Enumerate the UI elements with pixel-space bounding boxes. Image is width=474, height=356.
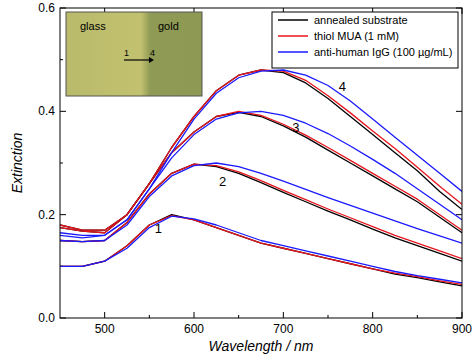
x-tick: [194, 312, 195, 318]
x-tick-label: 700: [273, 322, 293, 336]
y-tick-label: 0.0: [38, 311, 55, 325]
chart: 500 600 700 800 900 0.0 0.2 0.4 0.6 1 2 3 4 Wavelengt…: [0, 0, 474, 356]
inset-label: 4: [150, 48, 155, 58]
curve-label: 2: [219, 174, 226, 189]
y-tick-label: 0.4: [38, 104, 55, 118]
inset-arrow: [124, 59, 152, 60]
legend-label: annealed substrate: [314, 14, 408, 26]
y-tick-right: [456, 214, 462, 215]
curve-label: 4: [339, 79, 346, 94]
inset-arrowhead: [149, 57, 154, 63]
spectrum-line: [60, 111, 462, 232]
curves: [60, 70, 462, 286]
curve-label: 3: [292, 120, 299, 135]
spectrum-line: [60, 112, 462, 232]
inset-label: gold: [158, 20, 179, 32]
y-tick: [60, 214, 66, 215]
y-tick-label: 0.2: [38, 208, 55, 222]
legend-box: [272, 12, 458, 68]
legend-label: anti-human IgG (100 µg/mL): [314, 46, 452, 58]
inset-label: glass: [80, 20, 106, 32]
x-tick: [104, 312, 105, 318]
y-tick-label: 0.6: [38, 1, 55, 15]
spectrum-line: [60, 163, 462, 243]
x-tick: [283, 312, 284, 318]
inset-label: 1: [124, 48, 129, 58]
legend-swatch: [278, 51, 308, 53]
spectrum-line: [60, 216, 462, 283]
x-tick-label: 600: [184, 322, 204, 336]
chart-container: 500 600 700 800 900 0.0 0.2 0.4 0.6 1 2 3 4 Wavelengt…: [0, 0, 474, 356]
spectrum-line: [60, 111, 462, 235]
x-tick-label: 900: [452, 322, 472, 336]
x-axis-label: Wavelength / nm: [209, 338, 314, 354]
inset-image: [66, 12, 202, 96]
y-axis-label: Extinction: [9, 132, 25, 193]
legend-label: thiol MUA (1 mM): [314, 30, 399, 42]
legend-swatch: [278, 19, 308, 21]
y-tick-right: [456, 111, 462, 112]
legend-swatch: [278, 35, 308, 37]
x-tick: [372, 312, 373, 318]
spectrum-line: [60, 215, 462, 286]
curve-label: 1: [155, 221, 162, 236]
y-tick: [60, 111, 66, 112]
spectrum-line: [60, 216, 462, 285]
x-tick-label: 500: [95, 322, 115, 336]
plot-frame: [60, 8, 462, 318]
x-tick-label: 800: [363, 322, 383, 336]
